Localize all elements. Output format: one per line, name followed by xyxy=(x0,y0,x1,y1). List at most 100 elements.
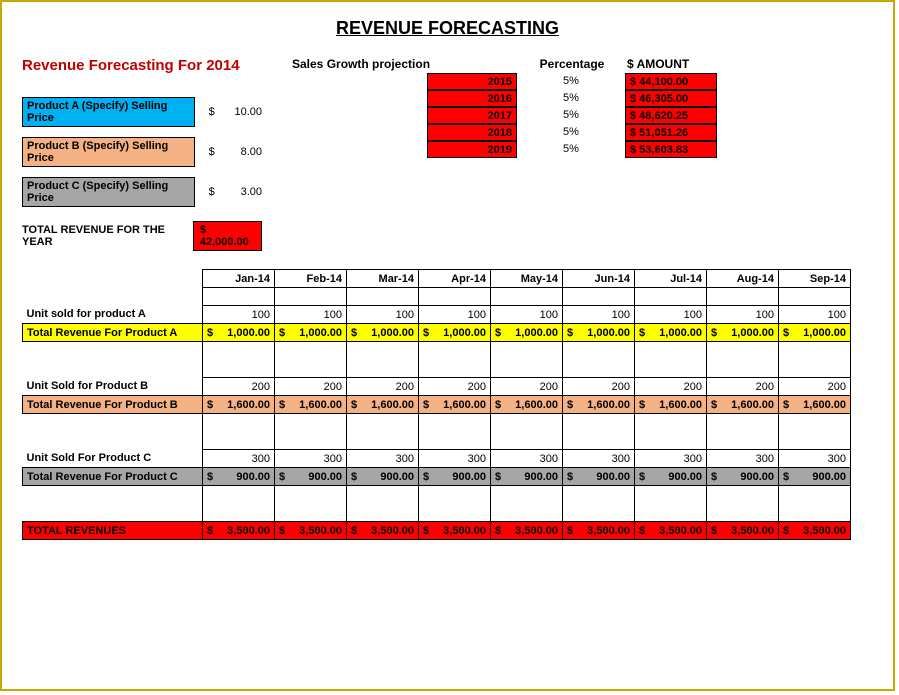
cell: 200 xyxy=(635,378,707,396)
projection-pct: 5% xyxy=(517,90,625,107)
projection-amount: $ 44,100.00 xyxy=(625,73,717,90)
cell: $3,500.00 xyxy=(203,522,275,540)
cell: 200 xyxy=(491,378,563,396)
price-value: 3.00 xyxy=(220,186,262,198)
row-label: Total Revenue For Product B xyxy=(23,396,203,414)
row-label: Total Revenue For Product C xyxy=(23,468,203,486)
projection-year: 2018 xyxy=(427,124,517,141)
left-column: Revenue Forecasting For 2014 Product A (… xyxy=(22,57,262,251)
cell: $1,600.00 xyxy=(635,396,707,414)
cell: 300 xyxy=(635,450,707,468)
projection-amount: $ 51,051.26 xyxy=(625,124,717,141)
cell: $1,000.00 xyxy=(419,324,491,342)
cell: 300 xyxy=(203,450,275,468)
price-value: 8.00 xyxy=(220,146,262,158)
projection-amount: $ 46,305.00 xyxy=(625,90,717,107)
cell: 300 xyxy=(779,450,851,468)
projection-year: 2016 xyxy=(427,90,517,107)
page-title: REVENUE FORECASTING xyxy=(22,18,873,39)
cell: $1,600.00 xyxy=(779,396,851,414)
month-header: Feb-14 xyxy=(275,270,347,288)
cell: $1,000.00 xyxy=(275,324,347,342)
cell: $3,500.00 xyxy=(419,522,491,540)
price-label: Product A (Specify) Selling Price xyxy=(22,97,195,127)
month-header: Sep-14 xyxy=(779,270,851,288)
projection-section: Sales Growth projection Percentage $ AMO… xyxy=(292,57,873,251)
cell: 200 xyxy=(203,378,275,396)
cell: $900.00 xyxy=(419,468,491,486)
projection-year: 2015 xyxy=(427,73,517,90)
row-label: Unit sold for product A xyxy=(23,306,203,324)
projection-year: 2017 xyxy=(427,107,517,124)
month-header: Apr-14 xyxy=(419,270,491,288)
cell: $1,600.00 xyxy=(563,396,635,414)
cell: 200 xyxy=(779,378,851,396)
cell: 100 xyxy=(203,306,275,324)
cell: 100 xyxy=(635,306,707,324)
cell: 100 xyxy=(491,306,563,324)
cell: 300 xyxy=(275,450,347,468)
projection-amount: $ 53,603.83 xyxy=(625,141,717,158)
cell: $1,600.00 xyxy=(707,396,779,414)
projection-pct: 5% xyxy=(517,124,625,141)
price-row: Product B (Specify) Selling Price$8.00 xyxy=(22,137,262,167)
projection-row: 20155%$ 44,100.00 xyxy=(292,73,873,90)
month-header: May-14 xyxy=(491,270,563,288)
month-header: Mar-14 xyxy=(347,270,419,288)
cell: 100 xyxy=(563,306,635,324)
cell: $900.00 xyxy=(347,468,419,486)
cell: $900.00 xyxy=(203,468,275,486)
cell: $900.00 xyxy=(635,468,707,486)
month-header: Jul-14 xyxy=(635,270,707,288)
row-label: Unit Sold For Product C xyxy=(23,450,203,468)
cell: $1,000.00 xyxy=(491,324,563,342)
cell: 100 xyxy=(779,306,851,324)
cell: $1,600.00 xyxy=(203,396,275,414)
projection-h3: $ AMOUNT xyxy=(627,57,727,71)
cell: 100 xyxy=(347,306,419,324)
projection-year: 2019 xyxy=(427,141,517,158)
projection-pct: 5% xyxy=(517,73,625,90)
cell: $900.00 xyxy=(563,468,635,486)
cell: 300 xyxy=(419,450,491,468)
projection-row: 20165%$ 46,305.00 xyxy=(292,90,873,107)
cell: $1,600.00 xyxy=(275,396,347,414)
cell: 100 xyxy=(707,306,779,324)
month-header: Jan-14 xyxy=(203,270,275,288)
cell: $1,000.00 xyxy=(707,324,779,342)
cell: $3,500.00 xyxy=(779,522,851,540)
cell: $1,600.00 xyxy=(491,396,563,414)
cell: $1,000.00 xyxy=(347,324,419,342)
projection-row: 20185%$ 51,051.26 xyxy=(292,124,873,141)
cell: $3,500.00 xyxy=(635,522,707,540)
document-frame: REVENUE FORECASTING Revenue Forecasting … xyxy=(0,0,895,691)
price-row: Product C (Specify) Selling Price$3.00 xyxy=(22,177,262,207)
cell: $3,500.00 xyxy=(491,522,563,540)
row-label: Total Revenue For Product A xyxy=(23,324,203,342)
cell: 200 xyxy=(275,378,347,396)
projection-pct: 5% xyxy=(517,107,625,124)
cell: $1,000.00 xyxy=(635,324,707,342)
total-year-label: TOTAL REVENUE FOR THE YEAR xyxy=(22,224,193,248)
monthly-grid: Jan-14Feb-14Mar-14Apr-14May-14Jun-14Jul-… xyxy=(22,269,851,540)
cell: 300 xyxy=(491,450,563,468)
cell: $900.00 xyxy=(275,468,347,486)
price-row: Product A (Specify) Selling Price $10.00 xyxy=(22,97,262,127)
total-year-row: TOTAL REVENUE FOR THE YEAR $ 42,000.00 xyxy=(22,221,262,251)
cell: $3,500.00 xyxy=(707,522,779,540)
cell: 300 xyxy=(563,450,635,468)
row-label: TOTAL REVENUES xyxy=(23,522,203,540)
projection-amount: $ 48,620.25 xyxy=(625,107,717,124)
top-section: Revenue Forecasting For 2014 Product A (… xyxy=(22,57,873,251)
subtitle: Revenue Forecasting For 2014 xyxy=(22,57,262,75)
projection-row: 20195%$ 53,603.83 xyxy=(292,141,873,158)
price-value: 10.00 xyxy=(220,106,262,118)
cell: $900.00 xyxy=(707,468,779,486)
currency-symbol: $ xyxy=(203,106,220,118)
price-label: Product C (Specify) Selling Price xyxy=(22,177,195,207)
projection-h2: Percentage xyxy=(517,57,627,71)
cell: $1,000.00 xyxy=(779,324,851,342)
cell: 200 xyxy=(707,378,779,396)
cell: $1,600.00 xyxy=(347,396,419,414)
cell: $900.00 xyxy=(779,468,851,486)
